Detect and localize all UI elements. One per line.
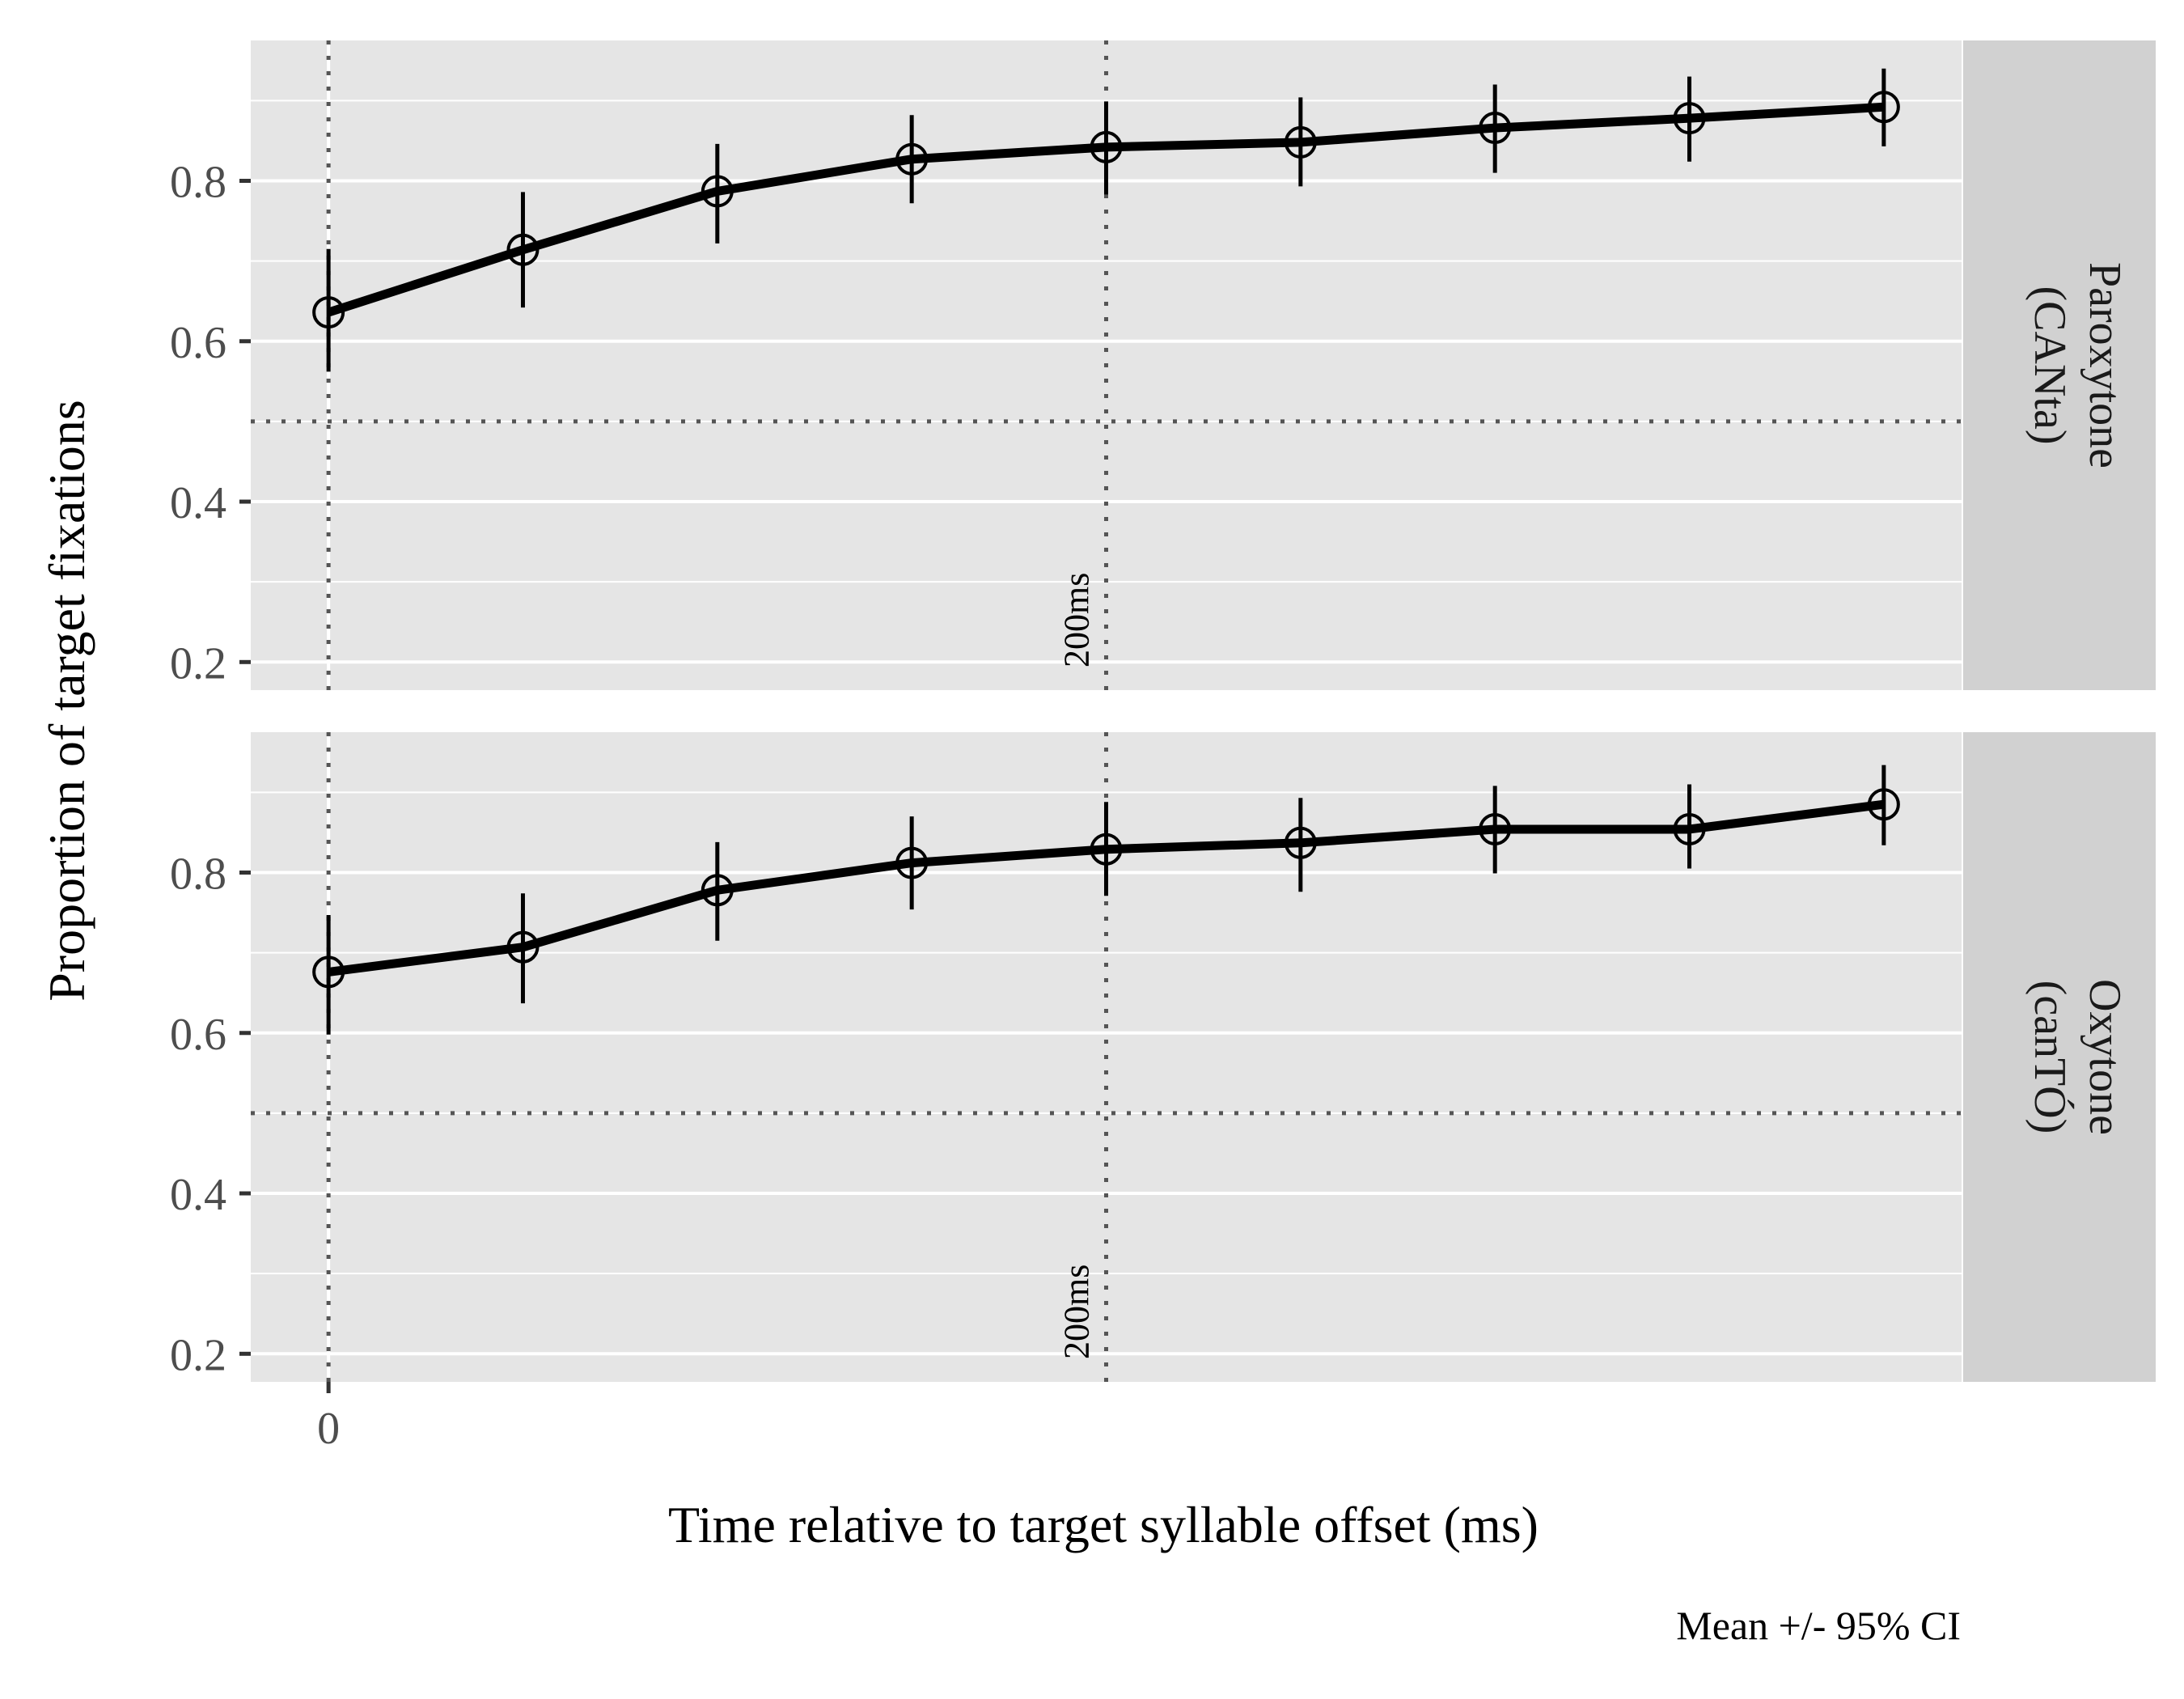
annotation-200ms: 200ms <box>1057 1265 1097 1359</box>
data-point <box>700 175 734 208</box>
data-point <box>700 874 734 907</box>
facet-strip <box>1963 40 2156 690</box>
y-axis-title: Proportion of target fixations <box>38 400 95 1002</box>
y-tick-label: 0.8 <box>170 849 226 899</box>
y-tick-label: 0.6 <box>170 318 226 368</box>
y-tick-label: 0.8 <box>170 157 226 207</box>
y-tick-label: 0.6 <box>170 1010 226 1060</box>
data-point <box>506 233 540 266</box>
data-point <box>1673 102 1706 135</box>
annotation-200ms: 200ms <box>1057 573 1097 667</box>
data-point <box>1867 91 1900 124</box>
caption: Mean +/- 95% CI <box>1676 1603 1961 1648</box>
data-point <box>312 296 345 329</box>
data-point <box>312 955 345 989</box>
facet-strip-label: Oxytone(canTÓ) <box>2025 979 2130 1135</box>
panel-1: 200ms 0.2 0.4 0.6 0.8 Paroxytone(CANta) <box>170 40 2156 690</box>
y-tick-label: 0.2 <box>170 638 226 688</box>
facet-strip-label-line2: (CANta) <box>2025 286 2075 445</box>
y-tick-label: 0.4 <box>170 478 226 528</box>
data-point <box>1284 826 1317 859</box>
x-tick-label: 0 <box>317 1404 340 1454</box>
data-point <box>1867 788 1900 821</box>
data-point <box>1090 130 1123 163</box>
facet-strip-label-line1: Oxytone <box>2080 979 2130 1135</box>
mean-line <box>327 102 1885 317</box>
data-point <box>1090 833 1123 866</box>
data-point <box>1479 812 1512 845</box>
data-point <box>1479 112 1512 145</box>
data-point <box>506 930 540 964</box>
y-tick-label: 0.4 <box>170 1170 226 1220</box>
facet-strip-label-line1: Paroxytone <box>2080 262 2130 468</box>
data-point <box>1284 125 1317 159</box>
data-point <box>895 846 929 879</box>
y-tick-label: 0.2 <box>170 1330 226 1380</box>
facet-strip <box>1963 732 2156 1382</box>
facet-strip-label: Paroxytone(CANta) <box>2025 262 2130 468</box>
panel-2: 200ms 0.2 0.4 0.6 0.8 Oxytone(canTÓ) <box>170 732 2156 1382</box>
facet-strip-label-line2: (canTÓ) <box>2025 981 2076 1134</box>
x-axis-title: Time relative to target syllable offset … <box>668 1496 1539 1553</box>
mean-line <box>328 799 1885 977</box>
panels: 200ms 0.2 0.4 0.6 0.8 Paroxytone(CANta) 200ms 0… <box>170 40 2156 1382</box>
data-point <box>1673 812 1706 845</box>
data-point <box>895 142 929 176</box>
x-axis: 0 <box>317 1382 340 1454</box>
